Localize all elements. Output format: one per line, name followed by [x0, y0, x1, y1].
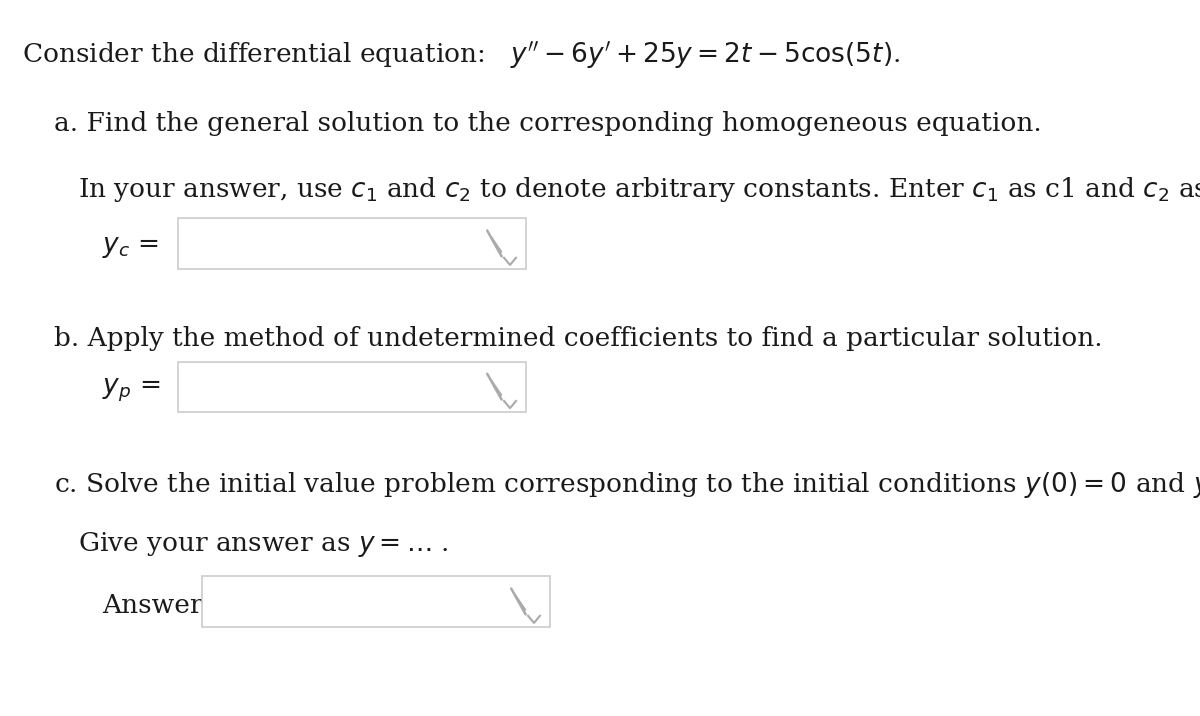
Text: In your answer, use $c_1$ and $c_2$ to denote arbitrary constants. Enter $c_1$ a: In your answer, use $c_1$ and $c_2$ to d…	[78, 175, 1200, 205]
Text: Give your answer as $y = \ldots$ .: Give your answer as $y = \ldots$ .	[78, 530, 449, 559]
Text: $y_p$ =: $y_p$ =	[102, 377, 161, 404]
Text: a. Find the general solution to the corresponding homogeneous equation.: a. Find the general solution to the corr…	[54, 111, 1042, 136]
Text: Consider the differential equation:   $y'' - 6y' + 25y = 2t - 5\cos(5t)$.: Consider the differential equation: $y''…	[22, 39, 900, 72]
FancyBboxPatch shape	[202, 576, 550, 626]
Text: b. Apply the method of undetermined coefficients to find a particular solution.: b. Apply the method of undetermined coef…	[54, 326, 1103, 351]
Text: $y_c$ =: $y_c$ =	[102, 235, 158, 259]
Text: Answer:: Answer:	[102, 593, 211, 617]
FancyBboxPatch shape	[178, 218, 526, 268]
FancyBboxPatch shape	[178, 362, 526, 412]
Text: c. Solve the initial value problem corresponding to the initial conditions $y(0): c. Solve the initial value problem corre…	[54, 469, 1200, 501]
